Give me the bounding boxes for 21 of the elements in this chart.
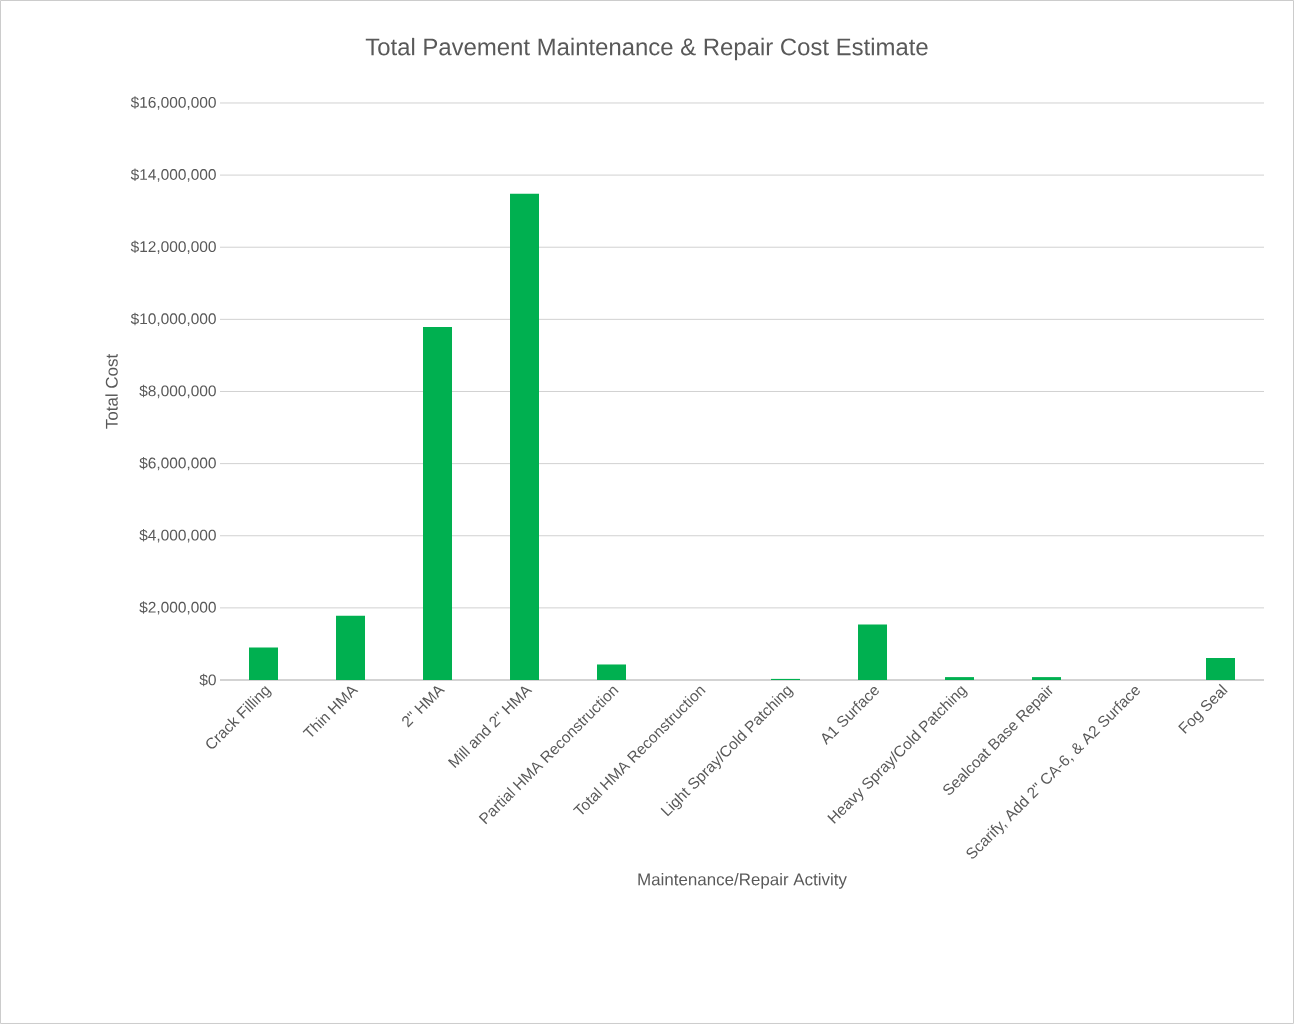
bar [423,326,453,680]
bar [1032,677,1062,680]
y-tick-label: $16,000,000 [130,96,216,110]
bar [945,677,975,680]
bar [858,624,888,680]
bar [249,647,279,680]
y-tick-label: $2,000,000 [139,601,216,615]
y-tick-label: $8,000,000 [139,384,216,399]
x-axis-title: Maintenance/Repair Activity [638,872,847,889]
y-tick-label: $14,000,000 [130,168,216,182]
bar [510,193,540,680]
bar [1206,657,1236,680]
bar [597,664,627,680]
y-tick-label: $4,000,000 [139,529,216,543]
bar [336,615,366,680]
chart-title: Total Pavement Maintenance & Repair Cost Estimate [365,37,928,61]
y-tick-label: $6,000,000 [139,456,216,471]
y-axis-title: Total Cost [105,353,118,429]
y-tick-label: $12,000,000 [130,240,216,254]
y-tick-label: $0 [199,673,216,687]
y-tick-label: $10,000,000 [130,312,216,327]
